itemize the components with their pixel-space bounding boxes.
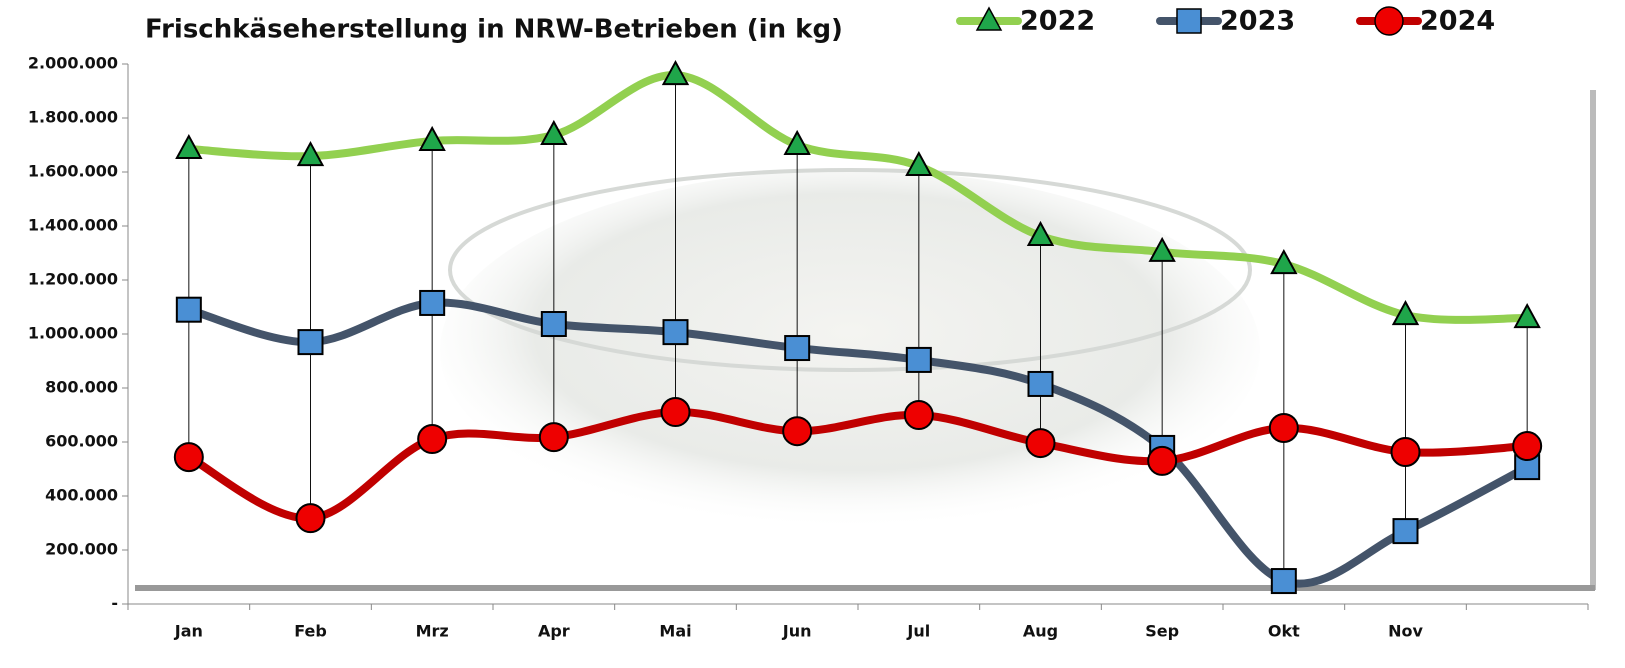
x-tick-label: Jun: [782, 622, 812, 641]
x-tick-label: Aug: [1023, 622, 1058, 641]
marker: [1375, 7, 1403, 35]
x-tick-label: Mai: [659, 622, 691, 641]
frame-shadow: [1590, 90, 1596, 590]
marker: [1513, 432, 1541, 460]
marker: [662, 398, 690, 426]
y-tick-label: 1.200.000: [28, 270, 118, 289]
x-tick-label: Nov: [1388, 622, 1423, 641]
y-tick-label: 200.000: [45, 540, 118, 559]
y-tick-label: 1.600.000: [28, 162, 118, 181]
x-tick-label: Jan: [174, 622, 203, 641]
y-tick-label: 600.000: [45, 432, 118, 451]
marker: [1177, 9, 1201, 33]
y-tick-label: -: [111, 594, 118, 613]
x-tick-label: Okt: [1268, 622, 1300, 641]
y-tick-label: 1.000.000: [28, 324, 118, 343]
marker: [540, 423, 568, 451]
x-tick-label: Mrz: [416, 622, 449, 641]
y-tick-label: 800.000: [45, 378, 118, 397]
marker: [175, 443, 203, 471]
marker: [1027, 429, 1055, 457]
y-tick-label: 2.000.000: [28, 54, 118, 73]
y-tick-label: 1.800.000: [28, 108, 118, 127]
y-tick-label: 1.400.000: [28, 216, 118, 235]
marker: [907, 348, 931, 372]
marker: [783, 417, 811, 445]
marker: [177, 298, 201, 322]
marker: [542, 312, 566, 336]
x-tick-label: Sep: [1145, 622, 1179, 641]
legend-label: 2024: [1420, 6, 1495, 37]
marker: [297, 504, 325, 532]
legend-label: 2022: [1020, 6, 1095, 37]
marker: [905, 401, 933, 429]
legend: 2022 2023 2024: [960, 6, 1495, 37]
marker: [1148, 447, 1176, 475]
marker: [1029, 372, 1053, 396]
marker: [1270, 414, 1298, 442]
x-tick-label: Jul: [906, 622, 930, 641]
x-tick-label: Feb: [294, 622, 327, 641]
marker: [1272, 569, 1296, 593]
x-tick-label: Apr: [538, 622, 570, 641]
marker: [299, 330, 323, 354]
plot-area: - 200.000 400.000 600.000 800.000 1.000.000 1.…: [28, 54, 1588, 641]
legend-label: 2023: [1220, 6, 1295, 37]
chart-title: Frischkäseherstellung in NRW-Betrieben (…: [145, 15, 843, 45]
marker: [664, 320, 688, 344]
marker: [420, 291, 444, 315]
frame-shadow: [135, 585, 1595, 591]
marker: [1392, 438, 1420, 466]
marker: [1394, 519, 1418, 543]
marker: [785, 336, 809, 360]
chart: Frischkäseherstellung in NRW-Betrieben (…: [0, 0, 1625, 664]
marker: [418, 425, 446, 453]
y-tick-label: 400.000: [45, 486, 118, 505]
